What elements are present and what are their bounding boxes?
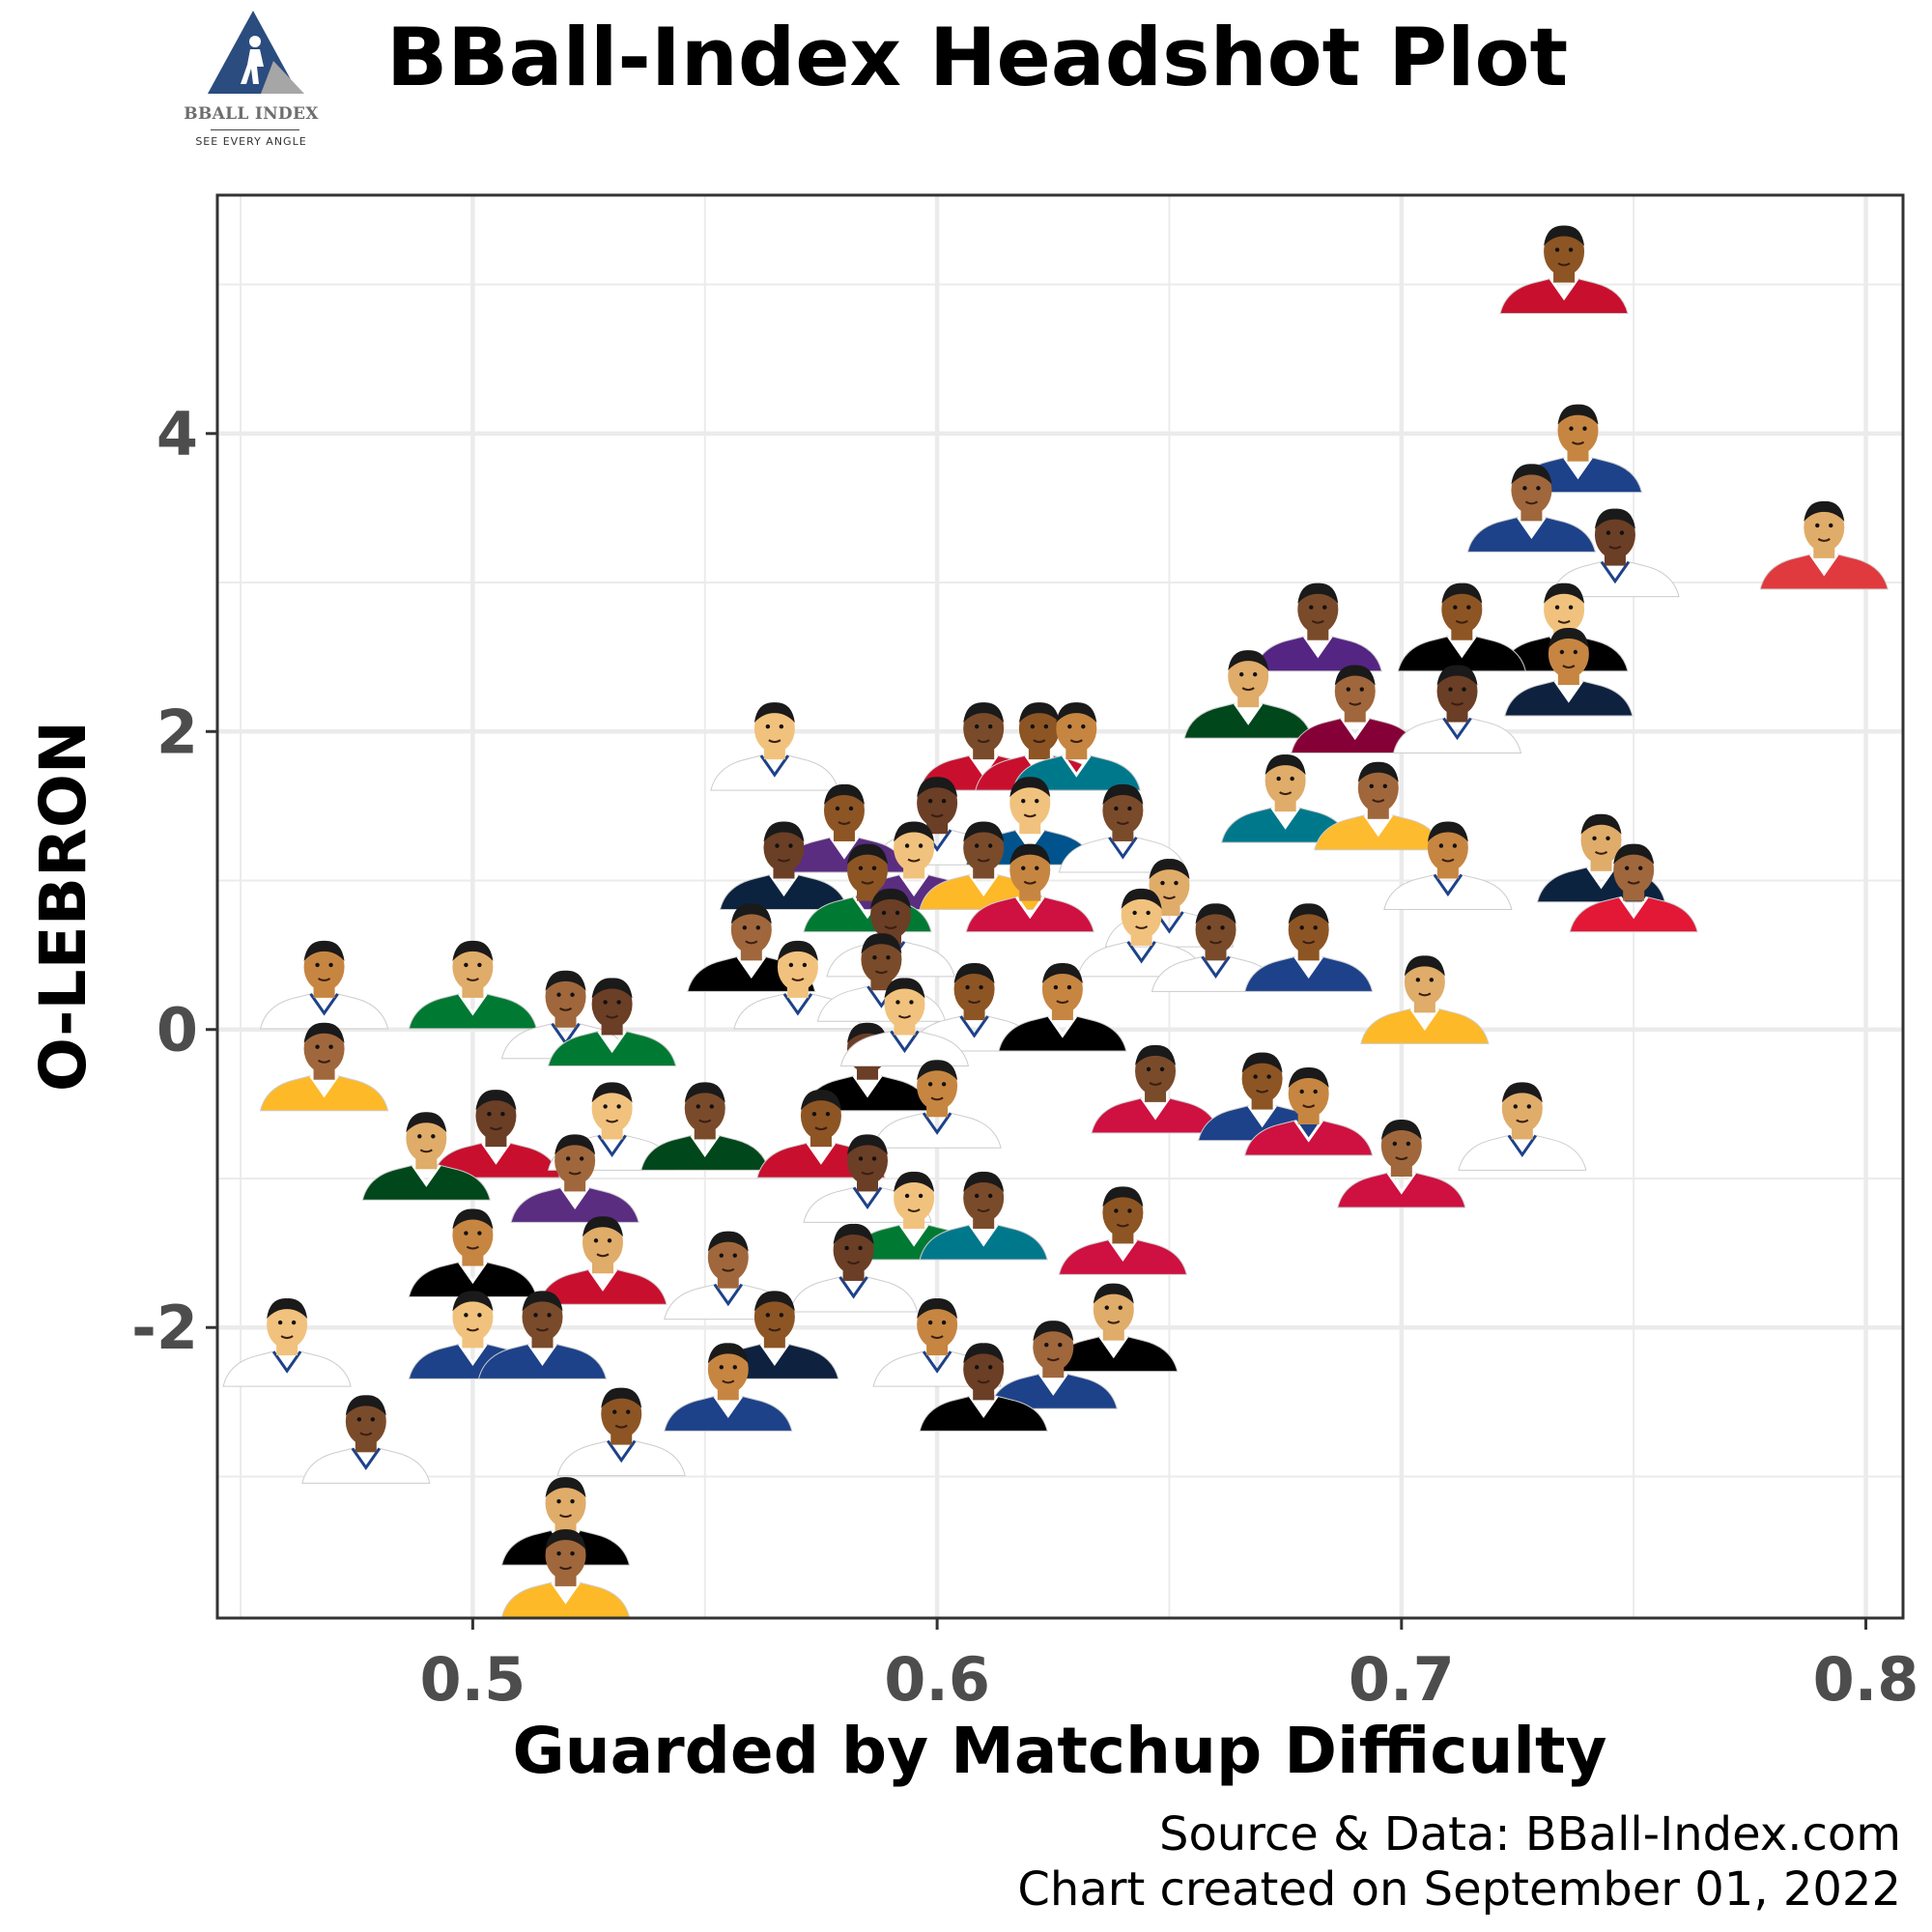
player-headshot-icon [788, 1223, 919, 1313]
player-headshot-icon [1569, 843, 1698, 933]
y-tick-label: 2 [156, 696, 198, 767]
player-headshot-icon [301, 1395, 431, 1484]
player-headshot-icon [500, 1477, 631, 1566]
player-headshot-icon [538, 1216, 668, 1305]
player-headshot-icon [556, 1387, 686, 1477]
player-headshot-icon [826, 888, 955, 978]
bball-index-logo: BBALL INDEX SEE EVERY ANGLE [159, 5, 343, 150]
player-headshot-icon [1550, 508, 1680, 598]
player-headshot-icon [710, 702, 839, 791]
headshot-points [222, 225, 1889, 1618]
player-headshot-icon [1291, 665, 1420, 754]
player-headshot-icon [1397, 582, 1526, 672]
player-headshot-icon [1337, 1119, 1466, 1208]
y-tick-label: -2 [131, 1293, 198, 1363]
player-headshot-icon [1383, 821, 1513, 911]
player-headshot-icon [1466, 464, 1597, 553]
player-headshot-icon [510, 1134, 639, 1223]
x-axis-title: Guarded by Matchup Difficulty [512, 1714, 1606, 1788]
player-headshot-icon [1759, 500, 1889, 590]
player-headshot-icon [1392, 665, 1522, 754]
player-headshot-icon [500, 1529, 631, 1618]
player-headshot-icon [408, 940, 538, 1030]
player-headshot-icon [719, 821, 849, 911]
player-headshot-icon [839, 978, 970, 1066]
logo-text: BBALL INDEX [184, 104, 319, 124]
player-headshot-icon [1253, 582, 1382, 672]
logo-tagline: SEE EVERY ANGLE [195, 135, 307, 148]
player-headshot-icon [919, 1171, 1048, 1261]
player-headshot-icon [1058, 783, 1188, 873]
player-headshot-icon [1091, 1044, 1220, 1134]
y-tick-label: 4 [156, 399, 198, 469]
player-headshot-icon [1458, 1082, 1587, 1171]
player-headshot-icon [1183, 650, 1313, 739]
player-headshot-icon [408, 1208, 538, 1298]
bball-index-logo-icon [208, 11, 304, 94]
player-headshot-icon [361, 1112, 491, 1201]
player-headshot-icon [965, 843, 1094, 933]
x-axis: 0.5 0.6 0.7 0.8 [419, 1618, 1918, 1715]
player-headshot-icon [1221, 754, 1350, 843]
date-caption: Chart created on September 01, 2022 [1017, 1862, 1901, 1917]
logo-divider [211, 129, 299, 130]
player-headshot-icon [259, 940, 389, 1030]
y-tick-label: 0 [156, 995, 198, 1065]
y-axis: -2 0 2 4 [131, 399, 217, 1363]
plot-panel-border [215, 193, 1905, 1620]
x-tick-label: 0.8 [1813, 1644, 1919, 1715]
x-tick-label: 0.7 [1349, 1644, 1455, 1715]
player-headshot-icon [222, 1298, 352, 1387]
x-tick-label: 0.6 [884, 1644, 990, 1715]
player-headshot-icon [547, 978, 677, 1066]
player-headshot-icon [1504, 627, 1634, 717]
player-headshot-icon [1058, 1186, 1188, 1275]
player-headshot-icon [1314, 761, 1443, 851]
player-headshot-icon [998, 962, 1127, 1052]
player-headshot-icon [431, 1090, 561, 1179]
player-headshot-icon [872, 1060, 1002, 1149]
player-headshot-icon [664, 1343, 793, 1432]
source-caption: Source & Data: BBall-Index.com [1159, 1807, 1901, 1861]
y-axis-title: O-LEBRON [26, 721, 100, 1092]
player-headshot-icon [259, 1022, 389, 1112]
player-headshot-icon [1499, 225, 1629, 315]
player-headshot-icon [640, 1082, 770, 1171]
x-tick-label: 0.5 [419, 1644, 526, 1715]
player-headshot-icon [1244, 1066, 1374, 1156]
player-headshot-icon [1360, 955, 1490, 1044]
player-headshot-icon [1011, 702, 1141, 791]
chart-title: BBall-Index Headshot Plot [386, 11, 1569, 104]
player-headshot-icon [1244, 903, 1374, 992]
player-headshot-icon [477, 1291, 608, 1379]
player-headshot-icon [988, 1321, 1118, 1409]
player-headshot-icon [919, 1343, 1048, 1432]
